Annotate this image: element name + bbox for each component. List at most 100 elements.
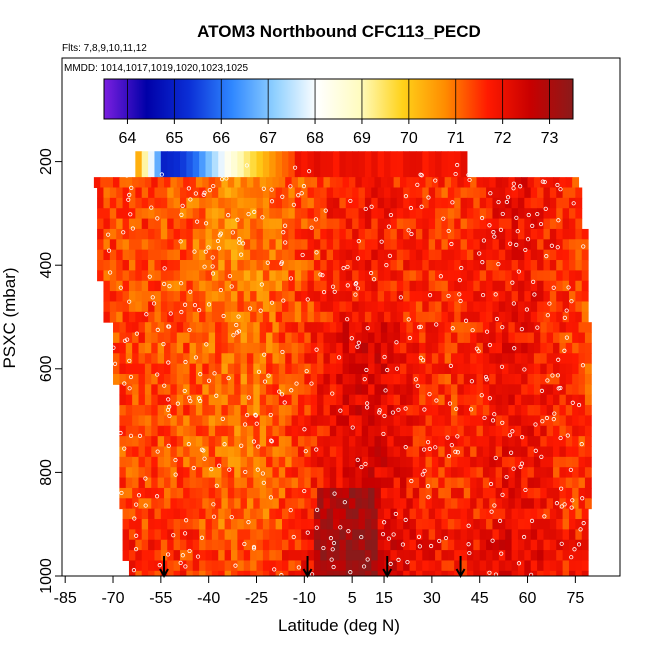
heatmap-cell <box>524 280 532 292</box>
heatmap-cell <box>486 187 493 199</box>
sample-point <box>279 260 284 265</box>
heatmap-cell <box>119 446 127 458</box>
heatmap-cell <box>399 332 407 344</box>
sample-point <box>359 464 364 470</box>
heatmap-cell <box>266 456 273 468</box>
sample-point <box>466 542 471 547</box>
heatmap-cell <box>291 498 299 510</box>
heatmap-cell <box>160 529 168 541</box>
heatmap-cell <box>230 260 238 271</box>
heatmap-cell <box>565 467 573 479</box>
heatmap-cell <box>304 332 312 344</box>
heatmap-cell <box>476 342 484 354</box>
sample-point <box>369 204 374 209</box>
heatmap-cell <box>183 322 191 334</box>
heatmap-cell <box>479 218 487 230</box>
heatmap-cell <box>227 467 235 479</box>
heatmap-cell <box>310 456 318 468</box>
heatmap-cell <box>358 270 366 282</box>
heatmap-cell <box>498 301 506 313</box>
heatmap-cell <box>399 477 407 489</box>
sample-point <box>555 182 560 188</box>
heatmap-cell <box>135 519 143 530</box>
heatmap-cell <box>361 373 369 385</box>
heatmap-cell <box>170 436 178 447</box>
heatmap-cell <box>482 415 490 427</box>
heatmap-cell <box>208 415 216 427</box>
heatmap-cell <box>237 218 245 230</box>
sample-point <box>403 517 408 522</box>
heatmap-cell <box>517 570 525 576</box>
heatmap-cell <box>371 239 379 251</box>
heatmap-cell <box>572 332 580 344</box>
heatmap-cell <box>186 197 194 209</box>
heatmap-cell <box>186 311 194 323</box>
heatmap-cell <box>272 456 280 468</box>
heatmap-cell <box>399 405 407 416</box>
heatmap-cell <box>240 425 248 437</box>
heatmap-cell <box>505 197 513 209</box>
sample-point <box>418 355 423 360</box>
heatmap-cell <box>345 560 353 572</box>
heatmap-cell <box>364 187 372 199</box>
heatmap-cell <box>326 311 334 323</box>
heatmap-cell <box>266 405 273 416</box>
heatmap-cell <box>170 363 178 375</box>
heatmap-cell <box>422 519 430 530</box>
heatmap-cell <box>285 436 293 447</box>
heatmap-cell <box>243 291 251 302</box>
heatmap-cell <box>482 467 490 479</box>
heatmap-cell <box>364 249 372 261</box>
heatmap-cell <box>269 228 277 240</box>
heatmap-cell <box>406 322 414 334</box>
heatmap-cell <box>128 529 136 541</box>
heatmap-cell <box>556 270 564 282</box>
heatmap-cell <box>454 218 462 230</box>
heatmap-cell <box>546 394 554 406</box>
heatmap-cell <box>128 539 136 551</box>
sample-point <box>415 182 420 187</box>
heatmap-cell <box>192 539 200 551</box>
heatmap-cell <box>387 342 395 354</box>
heatmap-cell <box>253 322 261 334</box>
heatmap-cell <box>183 363 191 375</box>
heatmap-cell <box>230 249 238 261</box>
sample-point <box>227 467 232 472</box>
heatmap-cell <box>530 570 538 576</box>
heatmap-cell <box>211 270 219 282</box>
heatmap-cell <box>444 446 452 458</box>
heatmap-cell <box>310 373 318 385</box>
heatmap-cell <box>345 508 353 520</box>
sample-point <box>204 342 209 347</box>
heatmap-cell <box>377 197 385 209</box>
heatmap-cell <box>463 467 471 479</box>
heatmap-cell <box>285 477 293 489</box>
heatmap-cell <box>524 539 532 551</box>
heatmap-cell <box>192 270 200 282</box>
heatmap-cell <box>556 539 564 551</box>
heatmap-cell <box>246 332 254 344</box>
heatmap-cell <box>148 560 155 572</box>
heatmap-cell <box>259 394 267 406</box>
heatmap-cell <box>492 560 500 572</box>
sample-point <box>438 274 443 279</box>
heatmap-cell <box>215 436 222 447</box>
heatmap-cell <box>578 363 586 375</box>
heatmap-cell <box>527 487 535 499</box>
heatmap-cell <box>151 384 159 396</box>
heatmap-cell <box>479 197 487 209</box>
heatmap-cell <box>572 477 580 489</box>
heatmap-cell <box>113 332 120 344</box>
heatmap-cell <box>387 415 395 427</box>
heatmap-cell <box>259 467 267 479</box>
heatmap-cell <box>333 208 340 220</box>
heatmap-cell <box>403 301 411 313</box>
heatmap-cell <box>224 187 232 199</box>
sample-point <box>134 331 139 336</box>
heatmap-cell <box>403 239 411 251</box>
heatmap-cell <box>125 487 133 499</box>
sample-point <box>416 534 422 539</box>
heatmap-cell <box>486 260 493 271</box>
heatmap-cell <box>527 363 535 375</box>
x-tick-label: 30 <box>423 590 441 607</box>
